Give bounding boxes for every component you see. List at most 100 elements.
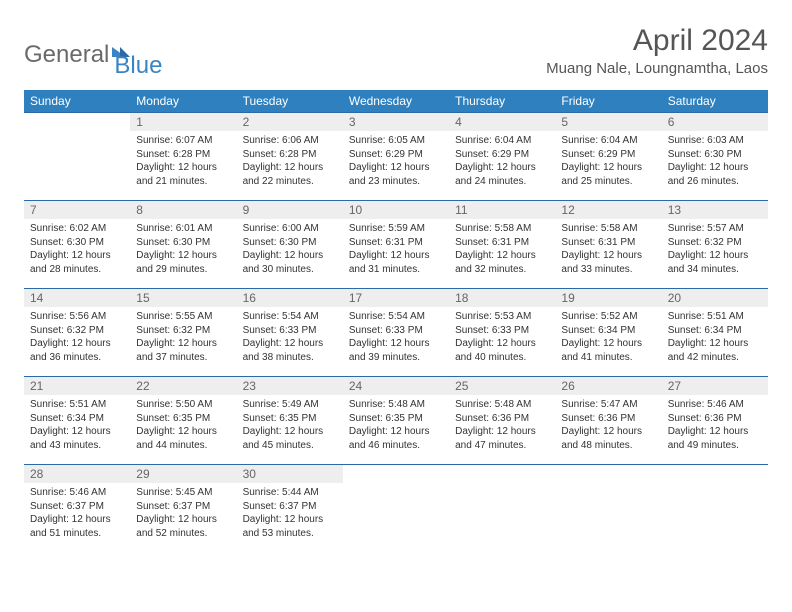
day-number: 9 [237,201,343,219]
day-body: Sunrise: 6:02 AMSunset: 6:30 PMDaylight:… [24,219,130,280]
day-body: Sunrise: 5:57 AMSunset: 6:32 PMDaylight:… [662,219,768,280]
day-line: Sunset: 6:33 PM [349,324,443,338]
day-line: Sunset: 6:36 PM [561,412,655,426]
day-line: Daylight: 12 hours [455,249,549,263]
day-line: and 48 minutes. [561,439,655,453]
day-line: Sunset: 6:35 PM [136,412,230,426]
day-line: Daylight: 12 hours [30,337,124,351]
day-line: and 36 minutes. [30,351,124,365]
day-header: Thursday [449,90,555,113]
day-line: Sunset: 6:30 PM [30,236,124,250]
day-line: Sunset: 6:30 PM [668,148,762,162]
day-line: Sunrise: 5:51 AM [668,310,762,324]
day-line: Sunrise: 5:55 AM [136,310,230,324]
day-number: 24 [343,377,449,395]
page: General Blue April 2024 Muang Nale, Loun… [0,0,792,565]
calendar-cell: 18Sunrise: 5:53 AMSunset: 6:33 PMDayligh… [449,289,555,377]
day-body: Sunrise: 5:49 AMSunset: 6:35 PMDaylight:… [237,395,343,456]
day-body: Sunrise: 5:46 AMSunset: 6:37 PMDaylight:… [24,483,130,544]
calendar-cell: 5Sunrise: 6:04 AMSunset: 6:29 PMDaylight… [555,113,661,201]
day-number: 14 [24,289,130,307]
day-body [24,117,130,124]
day-line: and 21 minutes. [136,175,230,189]
day-number: 23 [237,377,343,395]
calendar-cell: 1Sunrise: 6:07 AMSunset: 6:28 PMDaylight… [130,113,236,201]
calendar-cell [662,465,768,553]
calendar-cell: 24Sunrise: 5:48 AMSunset: 6:35 PMDayligh… [343,377,449,465]
calendar-cell: 9Sunrise: 6:00 AMSunset: 6:30 PMDaylight… [237,201,343,289]
calendar-cell: 3Sunrise: 6:05 AMSunset: 6:29 PMDaylight… [343,113,449,201]
calendar-row: 7Sunrise: 6:02 AMSunset: 6:30 PMDaylight… [24,201,768,289]
day-line: and 44 minutes. [136,439,230,453]
day-body: Sunrise: 5:44 AMSunset: 6:37 PMDaylight:… [237,483,343,544]
day-number: 7 [24,201,130,219]
calendar-cell: 30Sunrise: 5:44 AMSunset: 6:37 PMDayligh… [237,465,343,553]
day-line: Daylight: 12 hours [349,425,443,439]
day-line: and 29 minutes. [136,263,230,277]
day-number: 6 [662,113,768,131]
day-body: Sunrise: 6:06 AMSunset: 6:28 PMDaylight:… [237,131,343,192]
day-line: Sunset: 6:29 PM [561,148,655,162]
day-body: Sunrise: 5:56 AMSunset: 6:32 PMDaylight:… [24,307,130,368]
day-line: Sunrise: 5:51 AM [30,398,124,412]
day-line: Sunset: 6:35 PM [243,412,337,426]
day-line: Sunset: 6:28 PM [136,148,230,162]
day-line: Sunset: 6:36 PM [668,412,762,426]
calendar-cell: 8Sunrise: 6:01 AMSunset: 6:30 PMDaylight… [130,201,236,289]
day-line: Sunrise: 6:04 AM [455,134,549,148]
day-line: Daylight: 12 hours [561,249,655,263]
calendar-cell: 17Sunrise: 5:54 AMSunset: 6:33 PMDayligh… [343,289,449,377]
day-line: Daylight: 12 hours [243,161,337,175]
day-line: and 28 minutes. [30,263,124,277]
day-line: Sunrise: 5:54 AM [349,310,443,324]
calendar-cell: 23Sunrise: 5:49 AMSunset: 6:35 PMDayligh… [237,377,343,465]
day-line: Sunrise: 5:45 AM [136,486,230,500]
day-line: Sunset: 6:33 PM [455,324,549,338]
day-line: Sunset: 6:37 PM [136,500,230,514]
day-line: Daylight: 12 hours [455,425,549,439]
day-number: 22 [130,377,236,395]
day-line: Daylight: 12 hours [243,249,337,263]
day-line: Sunrise: 5:49 AM [243,398,337,412]
day-body [449,469,555,476]
day-line: Daylight: 12 hours [668,337,762,351]
day-number: 3 [343,113,449,131]
day-body: Sunrise: 5:50 AMSunset: 6:35 PMDaylight:… [130,395,236,456]
day-line: Sunset: 6:32 PM [30,324,124,338]
calendar-cell: 7Sunrise: 6:02 AMSunset: 6:30 PMDaylight… [24,201,130,289]
calendar-cell: 6Sunrise: 6:03 AMSunset: 6:30 PMDaylight… [662,113,768,201]
calendar-cell [343,465,449,553]
day-line: Daylight: 12 hours [349,161,443,175]
calendar-cell: 26Sunrise: 5:47 AMSunset: 6:36 PMDayligh… [555,377,661,465]
day-body: Sunrise: 5:47 AMSunset: 6:36 PMDaylight:… [555,395,661,456]
calendar-cell: 27Sunrise: 5:46 AMSunset: 6:36 PMDayligh… [662,377,768,465]
day-line: Sunset: 6:32 PM [136,324,230,338]
day-header: Wednesday [343,90,449,113]
day-line: Sunrise: 6:06 AM [243,134,337,148]
day-line: Sunset: 6:29 PM [349,148,443,162]
title-block: April 2024 Muang Nale, Loungnamtha, Laos [546,24,768,77]
day-number: 15 [130,289,236,307]
day-line: Sunrise: 5:47 AM [561,398,655,412]
day-line: and 24 minutes. [455,175,549,189]
day-line: Daylight: 12 hours [243,425,337,439]
day-header: Sunday [24,90,130,113]
day-line: Daylight: 12 hours [136,513,230,527]
day-number: 18 [449,289,555,307]
day-line: Sunrise: 5:53 AM [455,310,549,324]
day-line: and 51 minutes. [30,527,124,541]
calendar-cell: 21Sunrise: 5:51 AMSunset: 6:34 PMDayligh… [24,377,130,465]
day-body: Sunrise: 6:03 AMSunset: 6:30 PMDaylight:… [662,131,768,192]
calendar-cell [449,465,555,553]
day-body: Sunrise: 5:48 AMSunset: 6:36 PMDaylight:… [449,395,555,456]
day-line: and 25 minutes. [561,175,655,189]
calendar-row: 21Sunrise: 5:51 AMSunset: 6:34 PMDayligh… [24,377,768,465]
day-line: and 26 minutes. [668,175,762,189]
day-header: Monday [130,90,236,113]
day-body [343,469,449,476]
day-header: Friday [555,90,661,113]
day-line: Sunrise: 6:01 AM [136,222,230,236]
day-line: Sunset: 6:34 PM [561,324,655,338]
month-title: April 2024 [546,24,768,58]
day-number: 13 [662,201,768,219]
